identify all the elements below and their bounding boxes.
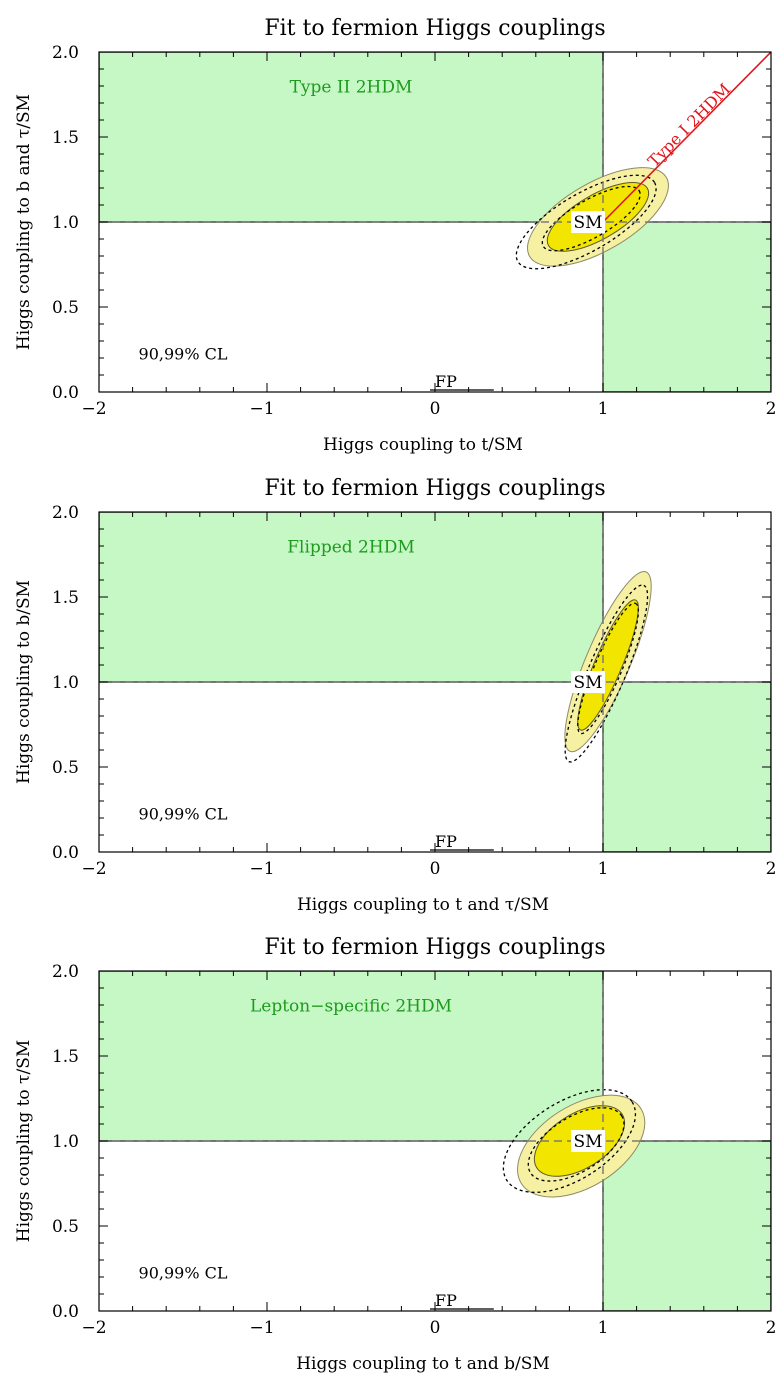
cl-label: 90,99% CL [139, 1264, 228, 1283]
y-tick-label: 1.5 [52, 128, 79, 148]
x-axis-label: Higgs coupling to t/SM [323, 435, 523, 455]
y-tick-label: 1.0 [52, 213, 79, 233]
model-region-2 [602, 221, 771, 392]
y-tick-label: 0.0 [52, 1302, 79, 1322]
model-region-1 [99, 52, 604, 223]
chart-title: Fit to fermion Higgs couplings [264, 476, 605, 501]
chart-title: Fit to fermion Higgs couplings [264, 935, 605, 960]
fp-label: FP [435, 832, 457, 851]
y-tick-label: 1.0 [52, 1132, 79, 1152]
sm-label: SM [573, 673, 602, 693]
chart-panel-3: Fit to fermion Higgs couplings −2 −1 0 1 2 0.0… [14, 935, 776, 1374]
y-tick-label: 0.5 [52, 1217, 79, 1237]
x-tick-label: 1 [598, 859, 609, 879]
y-tick-label: 0.0 [52, 843, 79, 863]
y-axis-label: Higgs coupling to b and τ/SM [14, 94, 34, 350]
contour-90-yellow [577, 599, 639, 731]
cl-label: 90,99% CL [139, 345, 228, 364]
type-i-line [602, 52, 771, 223]
chart-title: Fit to fermion Higgs couplings [264, 16, 605, 41]
y-tick-label: 1.5 [52, 1047, 79, 1067]
contour-90-dashed [527, 1107, 625, 1182]
plot-area: Type I 2HDM [99, 52, 771, 392]
chart-panel-2: Fit to fermion Higgs couplings −2 −1 0 1 2 0.0… [14, 476, 776, 915]
model-region-2 [602, 1140, 771, 1311]
x-axis-label: Higgs coupling to t and τ/SM [297, 895, 549, 915]
fp-label: FP [435, 1291, 457, 1310]
model-region-2 [602, 681, 771, 852]
fp-label: FP [435, 372, 457, 391]
plot-area [99, 512, 771, 852]
model-label: Flipped 2HDM [287, 538, 414, 558]
contour-99-dashed [564, 584, 649, 763]
contour-90-dashed [577, 602, 639, 735]
y-tick-label: 1.0 [52, 673, 79, 693]
sm-box [571, 1130, 605, 1152]
x-tick-label: 1 [598, 399, 609, 419]
sm-label: SM [573, 1132, 602, 1152]
x-axis-label: Higgs coupling to t and b/SM [296, 1354, 550, 1374]
y-axis-label: Higgs coupling to τ/SM [14, 1040, 34, 1243]
x-tick-label: −1 [249, 399, 274, 419]
x-tick-label: −1 [249, 1318, 274, 1338]
chart-panel-1: Fit to fermion Higgs couplings Type I 2HD… [14, 16, 776, 455]
x-tick-label: 0 [430, 859, 441, 879]
x-tick-label: 2 [766, 399, 777, 419]
type-i-label: Type I 2HDM [644, 80, 734, 171]
x-tick-label: −2 [81, 399, 106, 419]
y-tick-label: 1.5 [52, 588, 79, 608]
model-region-1 [99, 971, 604, 1142]
contour-99-dashed [502, 1089, 637, 1193]
y-tick-label: 0.5 [52, 758, 79, 778]
y-tick-label: 2.0 [52, 962, 79, 982]
x-tick-label: 0 [430, 1318, 441, 1338]
model-label: Lepton−specific 2HDM [250, 997, 452, 1017]
sm-label: SM [573, 213, 602, 233]
y-tick-label: 2.0 [52, 503, 79, 523]
model-label: Type II 2HDM [290, 78, 413, 98]
y-tick-label: 2.0 [52, 43, 79, 63]
sm-box [571, 671, 605, 693]
x-tick-label: −1 [249, 859, 274, 879]
contour-99-dashed [515, 174, 657, 270]
sm-box [571, 211, 605, 233]
y-tick-label: 0.0 [52, 383, 79, 403]
x-tick-label: 1 [598, 1318, 609, 1338]
y-tick-label: 0.5 [52, 298, 79, 318]
x-tick-label: −2 [81, 1318, 106, 1338]
plot-area [99, 971, 771, 1311]
y-axis-label: Higgs coupling to b/SM [14, 580, 34, 784]
x-tick-label: 2 [766, 859, 777, 879]
cl-label: 90,99% CL [139, 805, 228, 824]
contour-90-dashed [541, 185, 641, 252]
x-tick-label: −2 [81, 859, 106, 879]
x-tick-label: 2 [766, 1318, 777, 1338]
x-tick-label: 0 [430, 399, 441, 419]
